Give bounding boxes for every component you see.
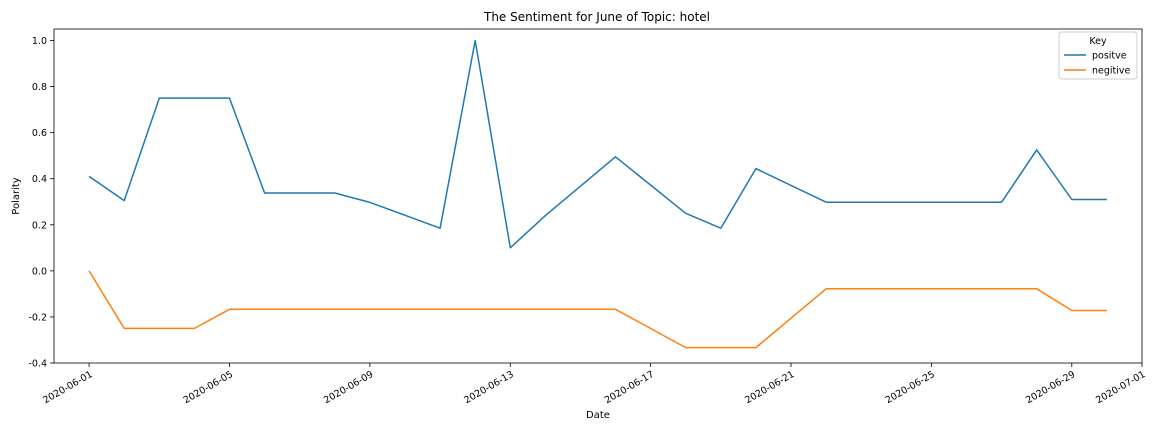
x-tick-label: 2020-06-01	[41, 369, 94, 406]
y-tick-label: -0.2	[28, 312, 47, 323]
plot-area	[53, 28, 1143, 364]
x-tick-label: 2020-06-09	[322, 369, 375, 406]
x-tick-label: 2020-07-01	[1094, 369, 1147, 406]
legend-title: Key	[1089, 36, 1107, 47]
x-tick-label: 2020-06-13	[462, 369, 515, 406]
y-tick-label: 0.0	[32, 266, 47, 277]
legend-label-positve: positve	[1092, 51, 1127, 62]
legend-label-negitive: negitive	[1092, 66, 1131, 77]
y-axis: -0.4 -0.2 0.0 0.2 0.4 0.6 0.8 1.0	[28, 36, 54, 370]
series-lines	[88, 39, 1107, 349]
legend-box	[1058, 31, 1138, 80]
y-tick-label: 0.2	[32, 220, 47, 231]
x-tick-label: 2020-06-29	[1024, 369, 1077, 406]
chart-title: The Sentiment for June of Topic: hotel	[483, 10, 710, 24]
y-tick-label: 0.6	[32, 128, 47, 139]
y-tick-label: -0.4	[28, 359, 47, 370]
y-tick-label: 1.0	[32, 36, 47, 47]
y-axis-label: Polarity	[11, 177, 22, 215]
series-line-negitive	[88, 270, 1107, 349]
x-tick-label: 2020-06-05	[182, 369, 235, 406]
x-tick-label: 2020-06-21	[743, 369, 796, 406]
x-tick-label: 2020-06-17	[603, 369, 656, 406]
y-tick-label: 0.4	[32, 174, 47, 185]
x-axis: 2020-06-01 2020-06-05 2020-06-09 2020-06-13…	[41, 363, 1148, 406]
legend: Key positve negitive	[1058, 31, 1138, 80]
series-line-positve	[88, 39, 1107, 249]
x-axis-label: Date	[586, 410, 610, 421]
x-tick-label: 2020-06-25	[884, 369, 937, 406]
y-tick-label: 0.8	[32, 82, 47, 93]
